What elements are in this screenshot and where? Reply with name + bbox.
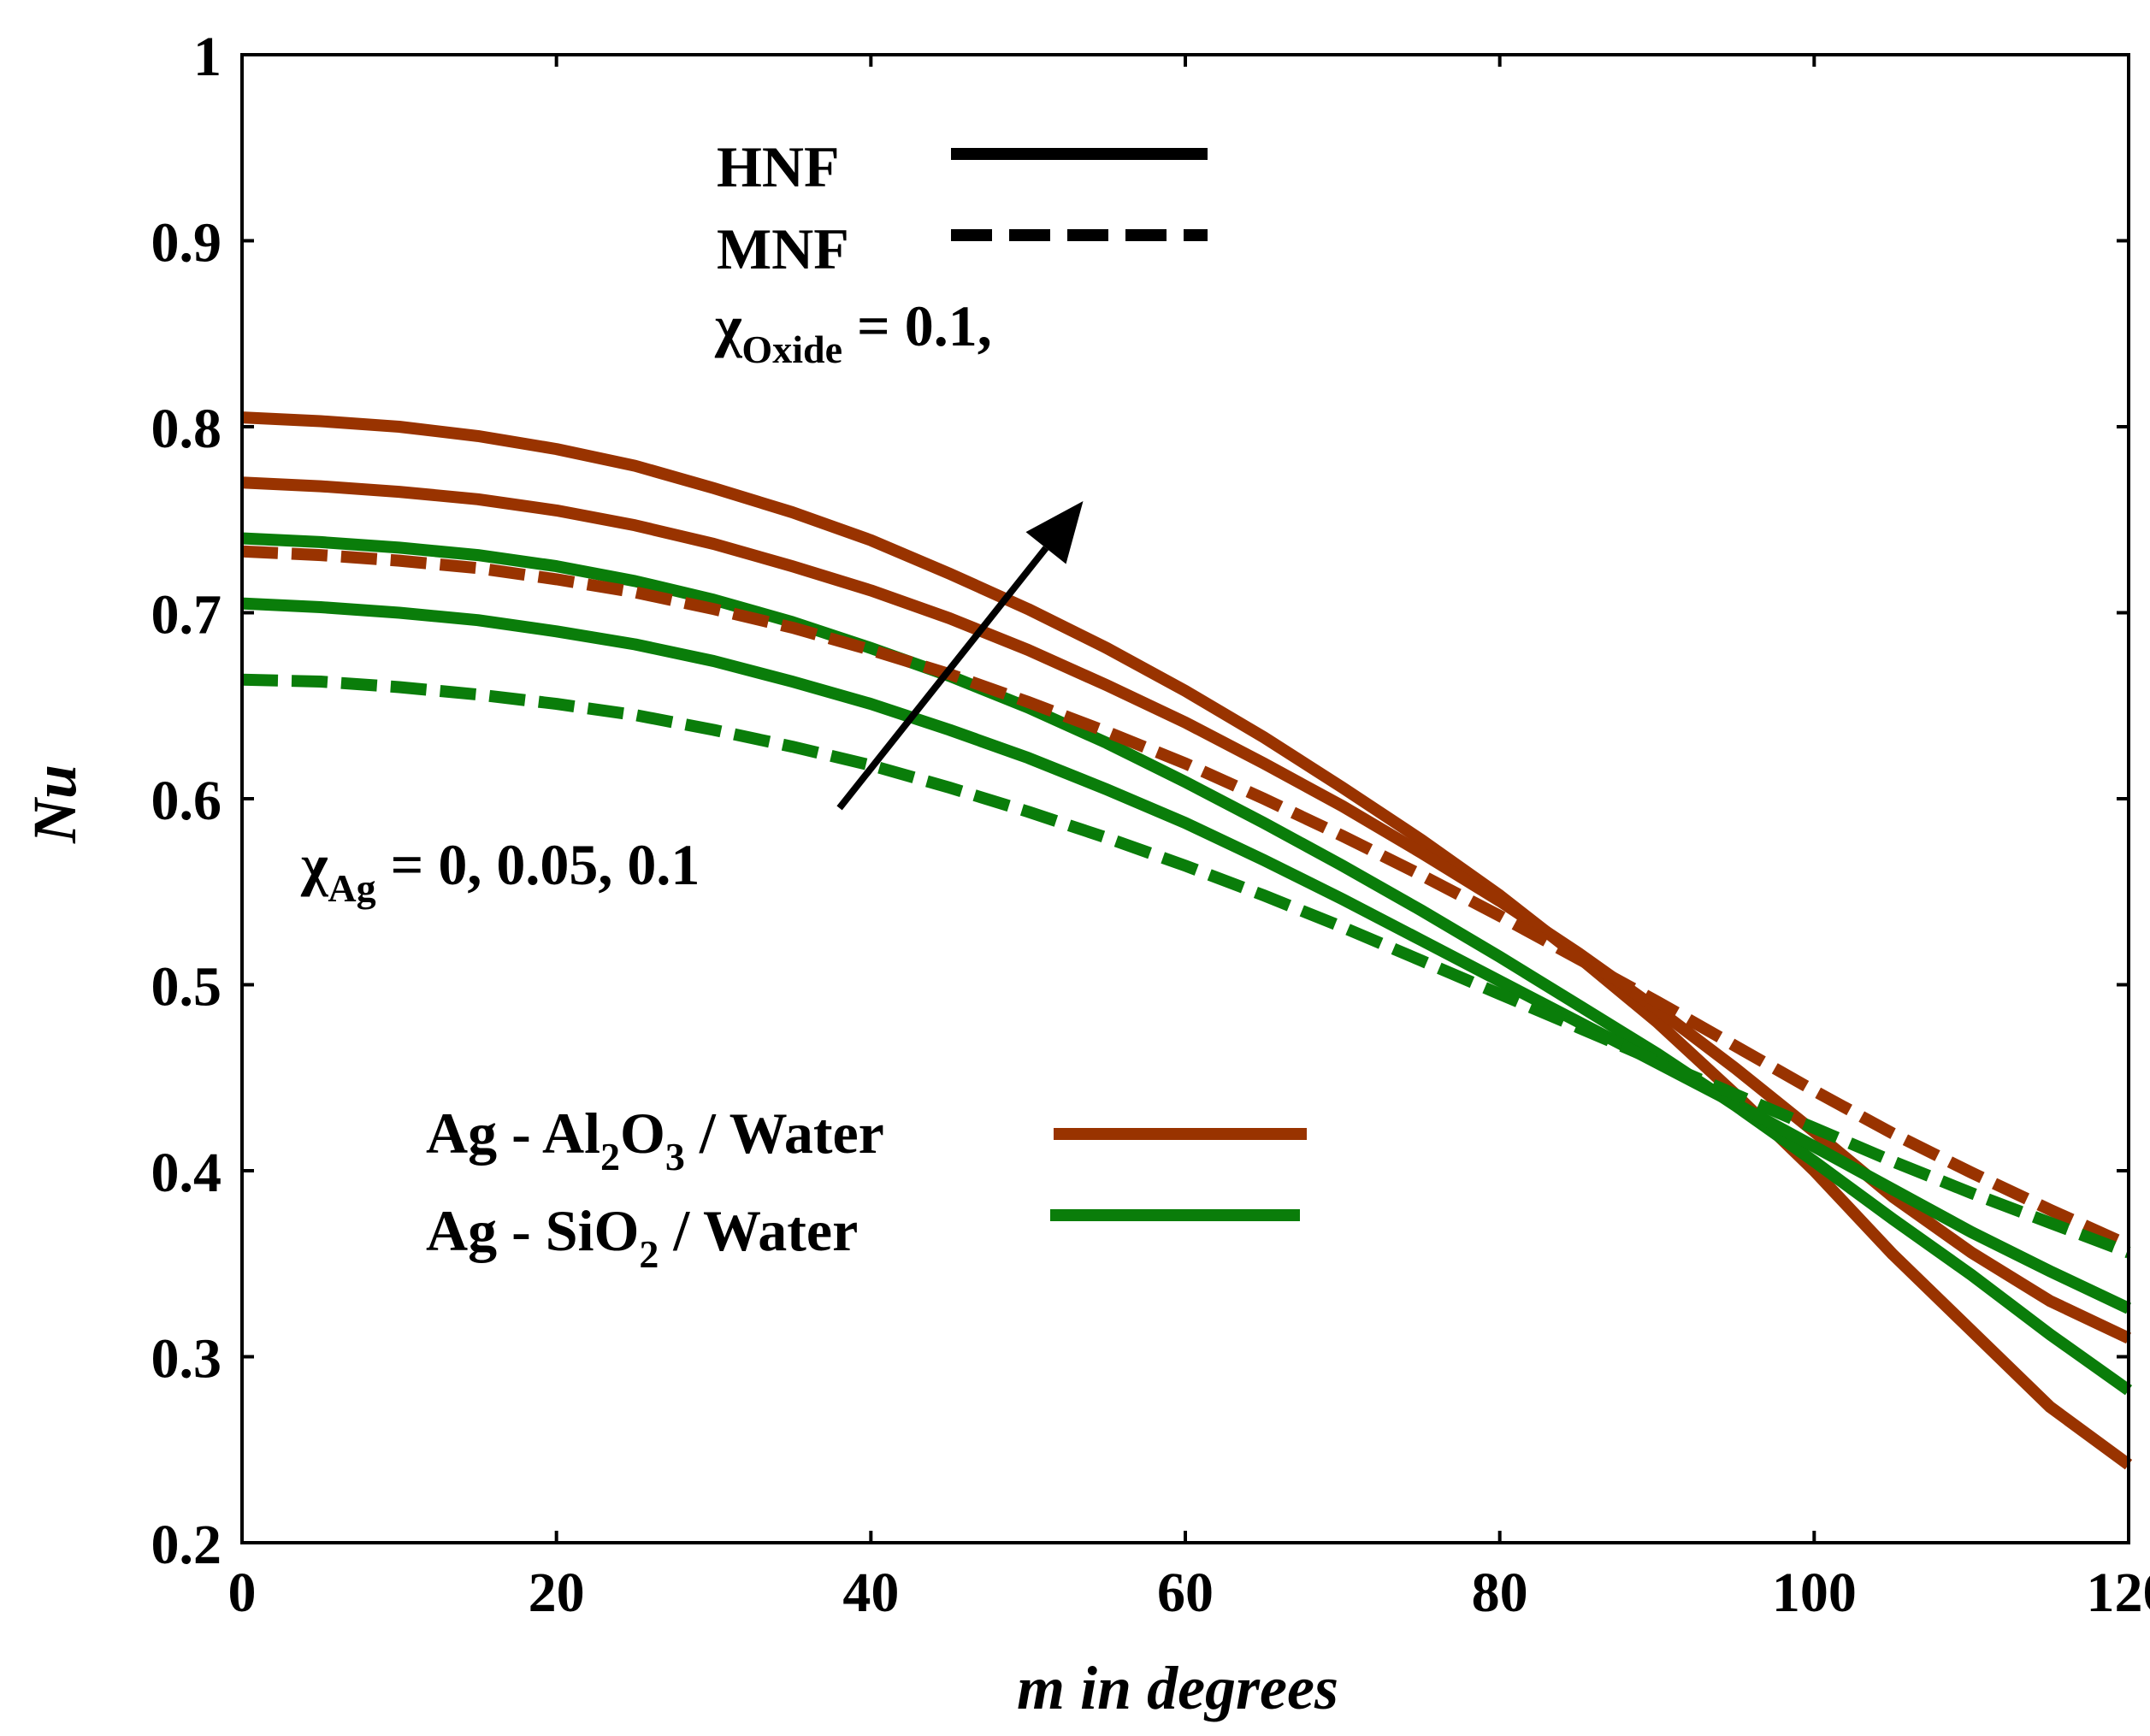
annotation-text: χAg = 0, 0.05, 0.1 <box>300 832 700 910</box>
x-tick-label: 80 <box>1472 1562 1528 1624</box>
x-tick-label: 40 <box>842 1562 899 1624</box>
y-tick-label: 0.8 <box>151 398 222 460</box>
legend-hnf-label: HNF <box>717 134 840 199</box>
tick-labels-group: 0 20 40 60 80 100 120 0.2 0.3 0.4 0.5 0.6 0.7 0.8 0.9 1 <box>151 26 2150 1624</box>
y-tick-label: 0.7 <box>151 584 222 647</box>
y-tick-label: 0.5 <box>151 956 222 1019</box>
series-line-5 <box>241 545 2131 1251</box>
legend-sio2-label: Ag - SiO2 / Water <box>426 1198 858 1276</box>
series-line-4 <box>241 597 2131 1314</box>
y-tick-label: 0.4 <box>151 1142 222 1204</box>
x-axis-title: m in degrees <box>1017 1654 1338 1722</box>
annotation: χAg = 0, 0.05, 0.1 <box>300 501 1084 910</box>
y-tick-label: 1 <box>193 26 221 88</box>
series-group <box>241 411 2133 1470</box>
ticks-group <box>240 53 2130 1544</box>
y-tick-label: 0.9 <box>151 212 222 275</box>
series-line-6 <box>241 673 2131 1259</box>
legend-mnf-label: MNF <box>717 216 849 281</box>
fluid-legend: Ag - Al2O3 / Water Ag - SiO2 / Water <box>426 1101 1307 1276</box>
y-axis-title: Nu <box>21 765 89 844</box>
style-legend: HNF MNF χOxide = 0.1, <box>714 134 1208 371</box>
y-tick-label: 0.2 <box>151 1514 222 1576</box>
legend-al2o3-label: Ag - Al2O3 / Water <box>426 1101 884 1178</box>
y-tick-label: 0.3 <box>151 1328 222 1391</box>
x-tick-label: 100 <box>1772 1562 1857 1624</box>
y-tick-label: 0.6 <box>151 770 222 832</box>
x-tick-label: 60 <box>1157 1562 1214 1624</box>
series-line-3 <box>241 532 2133 1396</box>
legend-oxide-text: χOxide = 0.1, <box>714 293 992 371</box>
annotation-arrow-line <box>836 546 1049 811</box>
annotation-arrow-head <box>1025 501 1084 564</box>
x-tick-label: 0 <box>228 1562 257 1624</box>
series-line-1 <box>241 411 2133 1470</box>
x-tick-label: 20 <box>529 1562 585 1624</box>
plot-frame <box>240 53 2130 1544</box>
x-tick-label: 120 <box>2087 1562 2150 1624</box>
